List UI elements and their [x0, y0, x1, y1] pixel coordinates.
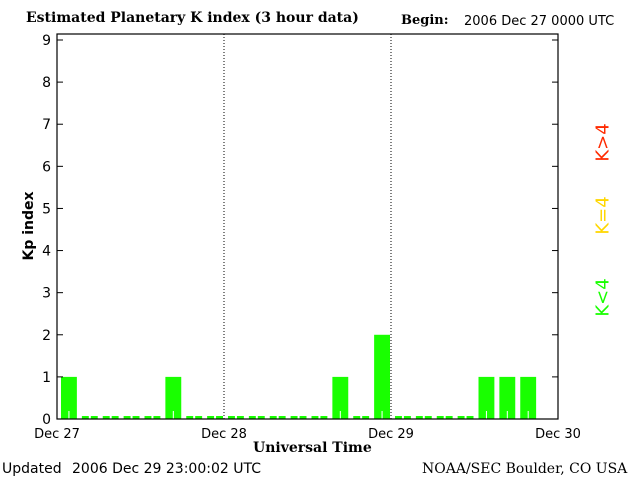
kp-bar-zero — [207, 416, 215, 419]
updated-label: Updated — [2, 461, 62, 477]
kp-bar-zero — [195, 416, 203, 419]
kp-bar-zero — [278, 416, 286, 419]
x-tick-label: Dec 27 — [34, 427, 80, 442]
bar-slit — [527, 411, 529, 419]
kp-bar-zero — [320, 416, 328, 419]
kp-bar-zero — [362, 416, 370, 419]
x-axis-label: Universal Time — [253, 440, 372, 456]
kp-bar-zero — [395, 416, 402, 419]
kp-bar-zero — [123, 416, 131, 419]
bar-slit — [172, 411, 174, 419]
kp-bar-zero — [299, 416, 307, 419]
begin-value: 2006 Dec 27 0000 UTC — [464, 14, 615, 29]
y-tick-label: 2 — [42, 328, 51, 344]
y-tick-label: 1 — [42, 370, 51, 386]
y-tick-label: 3 — [42, 286, 51, 302]
bar-slit — [381, 411, 383, 419]
kp-bar-zero — [236, 416, 244, 419]
kp-bar — [374, 334, 390, 419]
bar-slit — [506, 411, 508, 419]
kp-bar-zero — [111, 416, 119, 419]
kp-bar-zero — [403, 416, 411, 419]
kp-bar-zero — [153, 416, 161, 419]
kp-bar — [165, 376, 182, 419]
y-tick-label: 9 — [42, 33, 51, 49]
kp-bar-zero — [290, 416, 298, 419]
y-tick-label: 7 — [42, 117, 51, 133]
kp-bar-zero — [216, 416, 223, 419]
kp-bar-zero — [144, 416, 152, 419]
bar-slit — [339, 411, 341, 419]
kp-bar-zero — [457, 416, 465, 419]
kp-bar-zero — [445, 416, 453, 419]
kp-bar-zero — [436, 416, 444, 419]
y-tick-label: 8 — [42, 75, 51, 91]
kp-bar-zero — [228, 416, 235, 419]
kp-bar-zero — [186, 416, 194, 419]
kp-bar-zero — [353, 416, 361, 419]
chart-title: Estimated Planetary K index (3 hour data… — [26, 10, 359, 26]
y-tick-label: 6 — [42, 159, 51, 175]
x-tick-label: Dec 29 — [368, 427, 414, 442]
y-tick-label: 4 — [42, 244, 51, 260]
kp-bar-zero — [248, 416, 256, 419]
kp-bar-zero — [257, 416, 265, 419]
kp-bar — [520, 376, 537, 419]
credit: NOAA/SEC Boulder, CO USA — [422, 461, 628, 477]
x-tick-label: Dec 30 — [535, 427, 581, 442]
bar-slit — [68, 411, 70, 419]
kp-bar-zero — [415, 416, 423, 419]
kp-bar-zero — [269, 416, 277, 419]
x-tick-label: Dec 28 — [201, 427, 247, 442]
kp-bar-zero — [466, 416, 474, 419]
y-tick-label: 5 — [42, 201, 51, 217]
y-tick-label: 0 — [42, 412, 51, 428]
kp-bar — [332, 376, 349, 419]
begin-label: Begin: — [401, 13, 449, 28]
plot-frame — [56, 33, 559, 420]
kp-bar-zero — [102, 416, 110, 419]
kp-bar — [61, 376, 77, 419]
kp-bar-zero — [81, 416, 89, 419]
kp-bar — [478, 376, 495, 419]
kp-bar-zero — [311, 416, 319, 419]
kp-bar-zero — [132, 416, 140, 419]
kp-bar-zero — [90, 416, 98, 419]
bar-slit — [485, 411, 487, 419]
kp-bar-zero — [424, 416, 432, 419]
kp-bar — [499, 376, 516, 419]
updated-value: 2006 Dec 29 23:00:02 UTC — [72, 461, 261, 477]
